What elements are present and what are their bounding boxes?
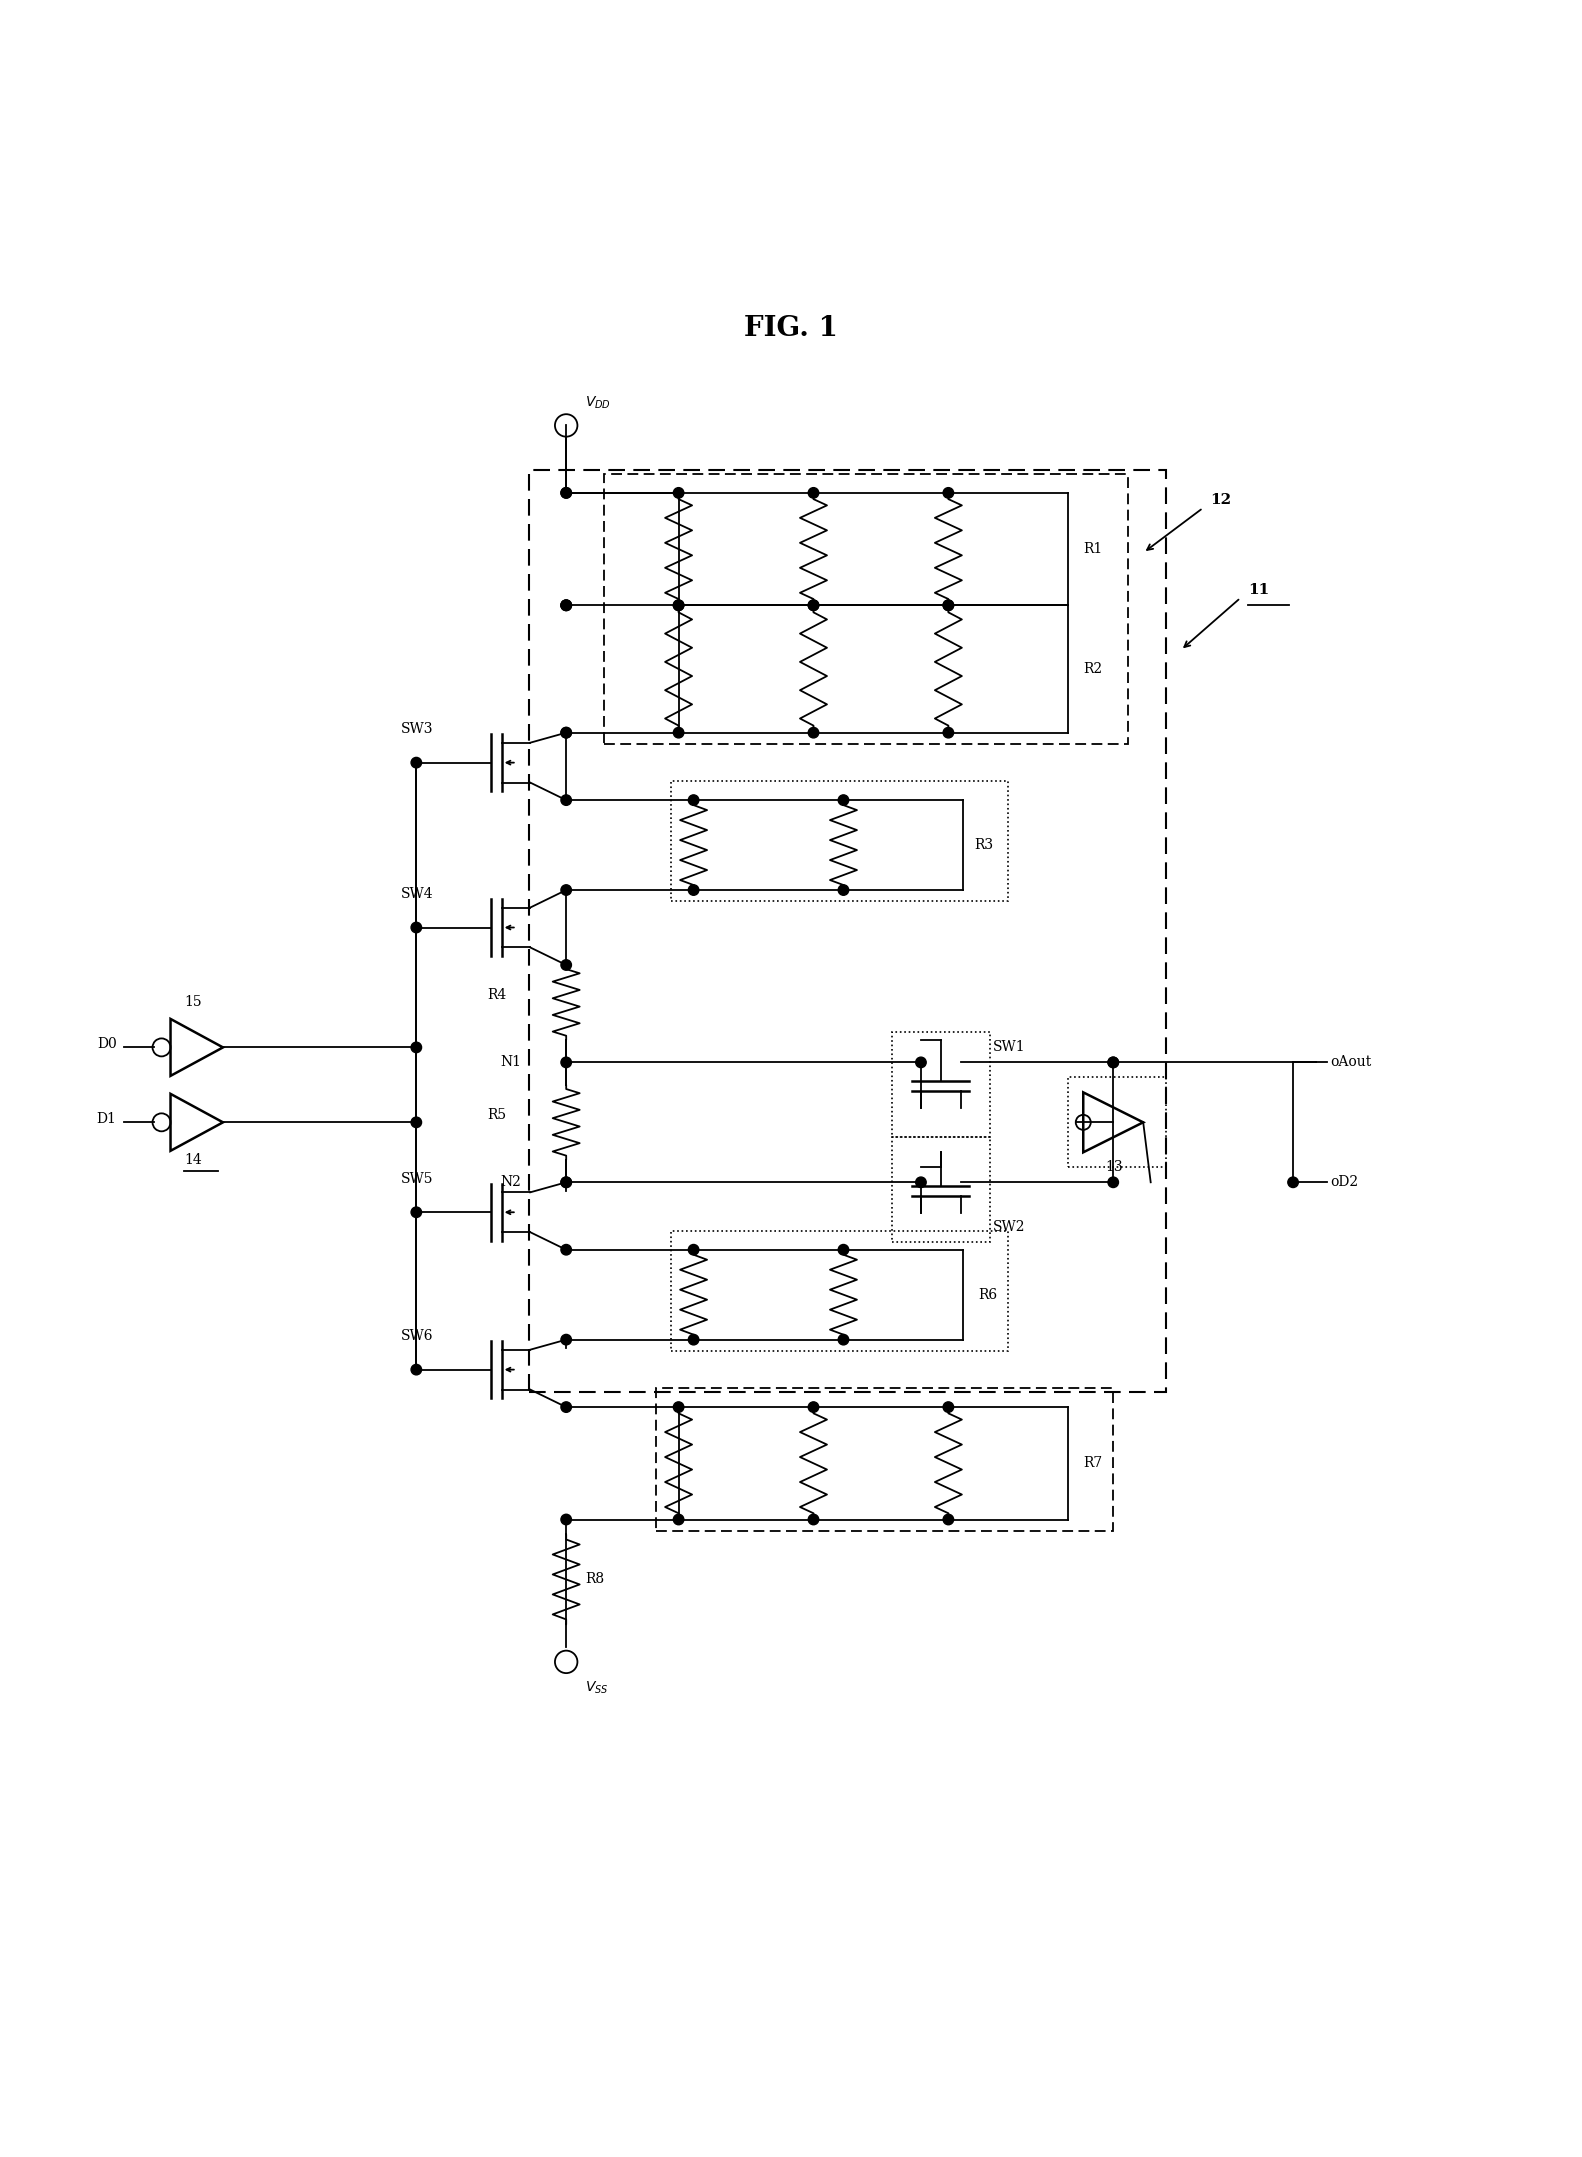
Circle shape <box>562 1245 571 1255</box>
Circle shape <box>808 487 819 498</box>
Circle shape <box>562 600 571 610</box>
Bar <box>671 1232 1008 1350</box>
Text: SW6: SW6 <box>402 1329 433 1344</box>
Text: 13: 13 <box>1106 1160 1123 1173</box>
Circle shape <box>562 960 571 971</box>
Circle shape <box>562 727 571 738</box>
Circle shape <box>674 600 683 610</box>
Circle shape <box>562 884 571 895</box>
Circle shape <box>411 1117 421 1128</box>
Circle shape <box>674 1514 683 1525</box>
Circle shape <box>562 1514 571 1525</box>
Circle shape <box>411 1365 421 1374</box>
Text: oAout: oAout <box>1330 1055 1372 1070</box>
Text: SW5: SW5 <box>402 1171 433 1186</box>
Circle shape <box>808 1514 819 1525</box>
Circle shape <box>562 727 571 738</box>
Text: SW2: SW2 <box>993 1221 1025 1234</box>
Text: SW1: SW1 <box>993 1040 1027 1055</box>
Circle shape <box>838 1335 848 1346</box>
Circle shape <box>688 1335 699 1346</box>
Circle shape <box>916 1178 925 1189</box>
Circle shape <box>562 1057 571 1068</box>
Circle shape <box>411 923 421 932</box>
Text: R6: R6 <box>978 1288 998 1301</box>
Circle shape <box>1107 1057 1118 1068</box>
Circle shape <box>943 600 954 610</box>
Circle shape <box>674 727 683 738</box>
Text: R5: R5 <box>487 1109 506 1122</box>
Bar <box>892 1033 990 1137</box>
Circle shape <box>411 757 421 768</box>
Circle shape <box>411 1042 421 1053</box>
Circle shape <box>943 727 954 738</box>
Circle shape <box>674 487 683 498</box>
Text: oD2: oD2 <box>1330 1176 1359 1189</box>
Circle shape <box>943 487 954 498</box>
Circle shape <box>562 487 571 498</box>
Bar <box>1068 1076 1166 1167</box>
Circle shape <box>562 1178 571 1189</box>
Text: R4: R4 <box>487 988 506 1003</box>
Circle shape <box>562 487 571 498</box>
Circle shape <box>1288 1178 1299 1189</box>
Circle shape <box>688 884 699 895</box>
Bar <box>528 470 1166 1391</box>
Text: SW4: SW4 <box>402 887 433 902</box>
Bar <box>671 781 1008 902</box>
Circle shape <box>688 796 699 805</box>
Circle shape <box>838 796 848 805</box>
Circle shape <box>688 1245 699 1255</box>
Text: R1: R1 <box>1084 541 1103 557</box>
Circle shape <box>808 727 819 738</box>
Circle shape <box>943 1514 954 1525</box>
Bar <box>892 1137 990 1242</box>
Text: 12: 12 <box>1210 494 1232 507</box>
Text: R7: R7 <box>1084 1456 1103 1471</box>
Text: 15: 15 <box>184 994 201 1009</box>
Circle shape <box>562 1178 571 1189</box>
Text: D1: D1 <box>97 1111 117 1126</box>
Circle shape <box>562 600 571 610</box>
Text: N1: N1 <box>500 1055 520 1070</box>
Circle shape <box>943 600 954 610</box>
Circle shape <box>916 1057 925 1068</box>
Circle shape <box>562 796 571 805</box>
Text: 14: 14 <box>184 1152 202 1167</box>
Circle shape <box>808 600 819 610</box>
Circle shape <box>562 600 571 610</box>
Circle shape <box>808 600 819 610</box>
Text: FIG. 1: FIG. 1 <box>744 315 838 341</box>
Text: $V_{SS}$: $V_{SS}$ <box>585 1680 609 1695</box>
Circle shape <box>1107 1057 1118 1068</box>
Text: R3: R3 <box>975 839 993 852</box>
Bar <box>657 1389 1114 1531</box>
Text: R2: R2 <box>1084 662 1103 675</box>
Circle shape <box>562 1335 571 1346</box>
Text: SW3: SW3 <box>402 723 433 736</box>
Bar <box>604 475 1128 744</box>
Circle shape <box>1107 1178 1118 1189</box>
Circle shape <box>674 1402 683 1413</box>
Text: D0: D0 <box>97 1038 117 1050</box>
Circle shape <box>411 1208 421 1217</box>
Circle shape <box>838 1245 848 1255</box>
Circle shape <box>808 1402 819 1413</box>
Circle shape <box>674 600 683 610</box>
Text: R8: R8 <box>585 1572 604 1585</box>
Circle shape <box>943 1402 954 1413</box>
Circle shape <box>838 884 848 895</box>
Circle shape <box>562 1402 571 1413</box>
Text: N2: N2 <box>500 1176 520 1189</box>
Text: $V_{DD}$: $V_{DD}$ <box>585 395 611 412</box>
Text: 11: 11 <box>1248 582 1269 597</box>
